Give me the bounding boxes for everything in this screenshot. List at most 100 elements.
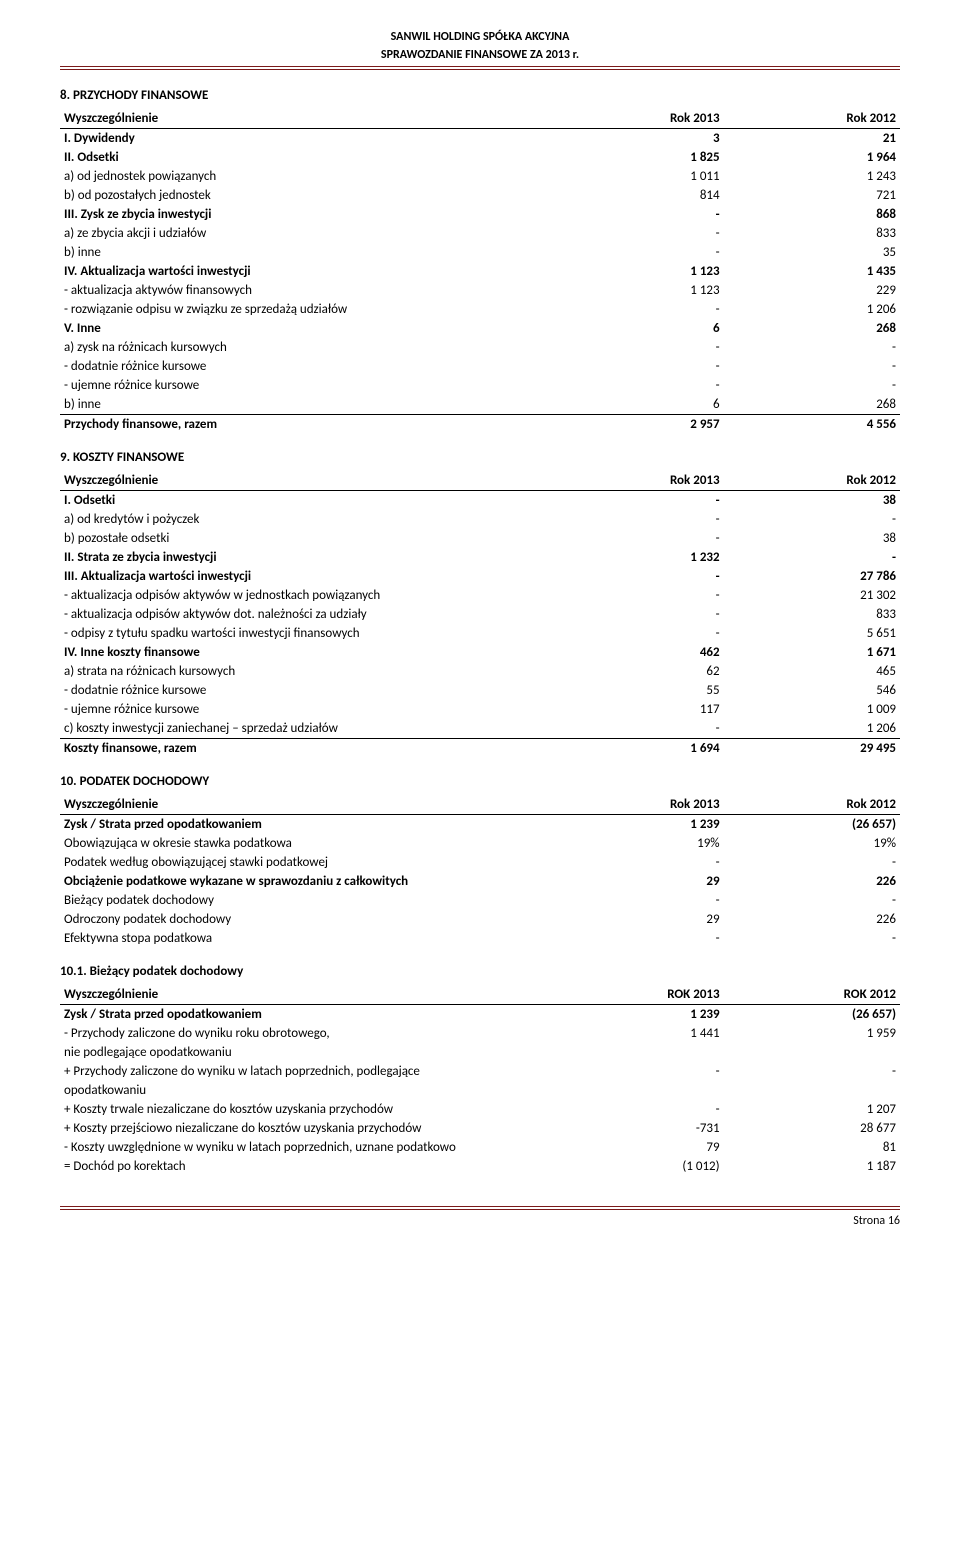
row-value-2012: 1 435 xyxy=(724,262,900,281)
table-total-row: Przychody finansowe, razem2 9574 556 xyxy=(60,415,900,435)
row-value-2013: - xyxy=(547,205,723,224)
row-value-2012: 38 xyxy=(724,491,900,511)
row-value-2013: -731 xyxy=(547,1119,723,1138)
row-label: - dodatnie różnice kursowe xyxy=(60,357,547,376)
table-row: a) od jednostek powiązanych1 0111 243 xyxy=(60,167,900,186)
row-value-2012: 1 243 xyxy=(724,167,900,186)
row-value-2013: - xyxy=(547,853,723,872)
row-label: - aktualizacja odpisów aktywów w jednost… xyxy=(60,586,547,605)
row-label: II. Odsetki xyxy=(60,148,547,167)
table-row: IV. Aktualizacja wartości inwestycji1 12… xyxy=(60,262,900,281)
table-row: - odpisy z tytułu spadku wartości inwest… xyxy=(60,624,900,643)
col-header-2013: Rok 2013 xyxy=(547,795,723,815)
row-value-2013: - xyxy=(547,529,723,548)
table-row: b) inne-35 xyxy=(60,243,900,262)
row-value-2013: - xyxy=(547,719,723,739)
row-value-2013: 1 239 xyxy=(547,1005,723,1025)
row-value-2012: (26 657) xyxy=(724,1005,900,1025)
row-label: opodatkowaniu xyxy=(60,1081,547,1100)
row-value-2013: 62 xyxy=(547,662,723,681)
table-row: a) ze zbycia akcji i udziałów-833 xyxy=(60,224,900,243)
row-value-2012: 226 xyxy=(724,910,900,929)
col-header-2012: Rok 2012 xyxy=(724,795,900,815)
col-header-label: Wyszczególnienie xyxy=(60,109,547,129)
table-header-row: Wyszczególnienie Rok 2013 Rok 2012 xyxy=(60,109,900,129)
total-value-2013: 1 694 xyxy=(547,739,723,759)
col-header-2012: Rok 2012 xyxy=(724,109,900,129)
row-value-2013: - xyxy=(547,300,723,319)
table-row: opodatkowaniu xyxy=(60,1081,900,1100)
row-value-2013: 1 825 xyxy=(547,148,723,167)
row-label: Bieżący podatek dochodowy xyxy=(60,891,547,910)
table-row: a) zysk na różnicach kursowych-- xyxy=(60,338,900,357)
table-row: Obowiązująca w okresie stawka podatkowa1… xyxy=(60,834,900,853)
row-value-2013: 55 xyxy=(547,681,723,700)
row-value-2013: - xyxy=(547,243,723,262)
row-value-2013: 19% xyxy=(547,834,723,853)
row-value-2013: 1 239 xyxy=(547,815,723,835)
row-label: c) koszty inwestycji zaniechanej – sprze… xyxy=(60,719,547,739)
row-value-2012 xyxy=(724,1043,900,1062)
row-value-2012: 226 xyxy=(724,872,900,891)
row-label: b) inne xyxy=(60,395,547,415)
row-value-2013: - xyxy=(547,376,723,395)
table-section-10-1: Wyszczególnienie ROK 2013 ROK 2012 Zysk … xyxy=(60,985,900,1176)
row-label: V. Inne xyxy=(60,319,547,338)
row-value-2013: - xyxy=(547,605,723,624)
row-label: - aktualizacja aktywów finansowych xyxy=(60,281,547,300)
header-rule xyxy=(60,66,900,70)
row-label: b) od pozostałych jednostek xyxy=(60,186,547,205)
row-value-2012: 27 786 xyxy=(724,567,900,586)
row-label: Odroczony podatek dochodowy xyxy=(60,910,547,929)
row-label: - rozwiązanie odpisu w związku ze sprzed… xyxy=(60,300,547,319)
row-value-2012: - xyxy=(724,357,900,376)
row-value-2012: 868 xyxy=(724,205,900,224)
page-footer: Strona 16 xyxy=(60,1206,900,1228)
row-label: + Koszty trwale niezaliczane do kosztów … xyxy=(60,1100,547,1119)
total-value-2013: 2 957 xyxy=(547,415,723,435)
row-label: Obciążenie podatkowe wykazane w sprawozd… xyxy=(60,872,547,891)
section-9-title: 9. KOSZTY FINANSOWE xyxy=(60,450,900,465)
row-label: = Dochód po korektach xyxy=(60,1157,547,1176)
table-header-row: Wyszczególnienie Rok 2013 Rok 2012 xyxy=(60,471,900,491)
row-value-2012: - xyxy=(724,891,900,910)
row-value-2012: 268 xyxy=(724,395,900,415)
table-row: Podatek według obowiązującej stawki poda… xyxy=(60,853,900,872)
table-row: b) od pozostałych jednostek814721 xyxy=(60,186,900,205)
row-label: Efektywna stopa podatkowa xyxy=(60,929,547,948)
table-row: a) od kredytów i pożyczek-- xyxy=(60,510,900,529)
row-label: b) pozostałe odsetki xyxy=(60,529,547,548)
total-label: Koszty finansowe, razem xyxy=(60,739,547,759)
row-value-2012: 268 xyxy=(724,319,900,338)
row-value-2012: 1 671 xyxy=(724,643,900,662)
row-value-2012: 465 xyxy=(724,662,900,681)
col-header-2013: Rok 2013 xyxy=(547,109,723,129)
row-label: a) od jednostek powiązanych xyxy=(60,167,547,186)
row-value-2013: 117 xyxy=(547,700,723,719)
row-label: a) strata na różnicach kursowych xyxy=(60,662,547,681)
page-number: Strona 16 xyxy=(853,1214,900,1228)
table-header-row: Wyszczególnienie Rok 2013 Rok 2012 xyxy=(60,795,900,815)
row-value-2013: - xyxy=(547,1062,723,1081)
table-row: II. Odsetki1 8251 964 xyxy=(60,148,900,167)
row-value-2012: 28 677 xyxy=(724,1119,900,1138)
doc-header-line2: SPRAWOZDANIE FINANSOWE ZA 2013 r. xyxy=(60,48,900,62)
table-row: + Przychody zaliczone do wyniku w latach… xyxy=(60,1062,900,1081)
row-value-2012: 21 xyxy=(724,129,900,149)
row-value-2013: - xyxy=(547,491,723,511)
row-value-2013: 1 123 xyxy=(547,262,723,281)
row-label: - Koszty uwzględnione w wyniku w latach … xyxy=(60,1138,547,1157)
table-row: - aktualizacja odpisów aktywów w jednost… xyxy=(60,586,900,605)
row-value-2013: 1 123 xyxy=(547,281,723,300)
table-row: b) pozostałe odsetki-38 xyxy=(60,529,900,548)
row-value-2012: 1 187 xyxy=(724,1157,900,1176)
col-header-label: Wyszczególnienie xyxy=(60,985,547,1005)
table-row: - aktualizacja odpisów aktywów dot. nale… xyxy=(60,605,900,624)
table-row: - ujemne różnice kursowe-- xyxy=(60,376,900,395)
row-label: b) inne xyxy=(60,243,547,262)
row-label: nie podlegające opodatkowaniu xyxy=(60,1043,547,1062)
row-value-2013: 29 xyxy=(547,872,723,891)
table-row: - ujemne różnice kursowe1171 009 xyxy=(60,700,900,719)
table-total-row: Koszty finansowe, razem1 69429 495 xyxy=(60,739,900,759)
row-label: I. Dywidendy xyxy=(60,129,547,149)
